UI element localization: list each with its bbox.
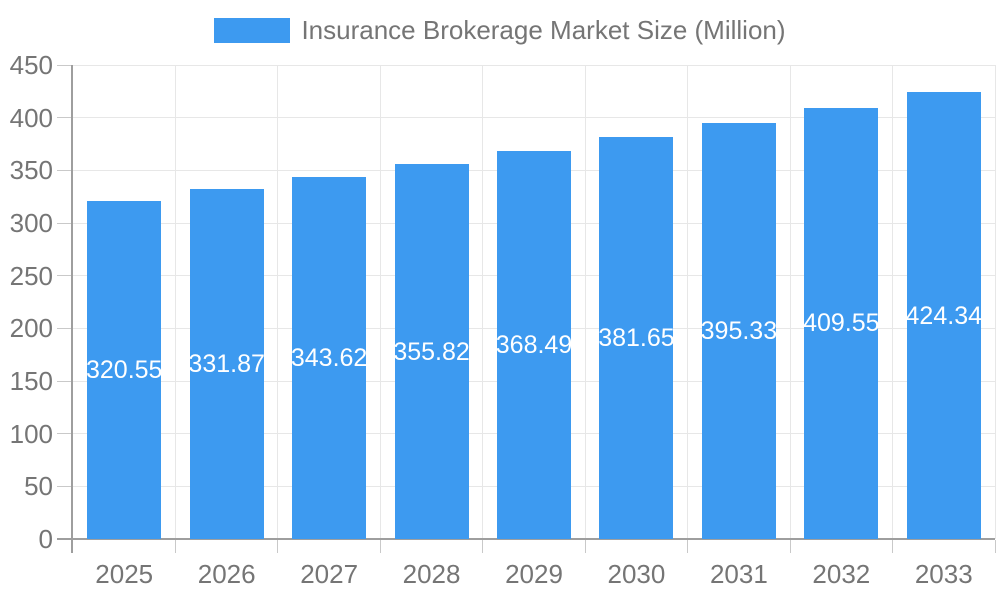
y-tick: [57, 433, 71, 435]
x-gridline: [994, 65, 996, 539]
bar-2028[interactable]: [394, 164, 469, 539]
x-tick: [687, 540, 689, 553]
x-axis-tick-label: 2033: [914, 559, 973, 589]
y-axis-tick-label: 0: [38, 524, 53, 554]
y-tick: [57, 222, 71, 224]
y-axis-tick-label: 400: [9, 102, 53, 133]
y-axis-tick-label: 50: [24, 471, 53, 502]
y-tick: [57, 117, 71, 119]
bar-value-label: 331.87: [188, 350, 265, 379]
x-tick: [277, 540, 279, 553]
y-gridline: [73, 64, 995, 66]
bar-2025[interactable]: [87, 201, 162, 539]
x-tick: [892, 540, 894, 553]
bar-value-label: 409.55: [803, 309, 880, 338]
legend-label: Insurance Brokerage Market Size (Million…: [301, 15, 786, 45]
x-gridline: [379, 65, 381, 539]
bar-2030[interactable]: [599, 136, 674, 539]
bar-value-label: 424.34: [905, 301, 982, 330]
x-gridline: [687, 65, 689, 539]
bar-2031[interactable]: [701, 122, 776, 539]
y-axis-tick-label: 450: [9, 50, 53, 80]
bar-2033[interactable]: [906, 92, 981, 539]
x-axis-tick-label: 2032: [812, 559, 871, 589]
x-gridline: [789, 65, 791, 539]
y-axis-tick-label: 250: [9, 260, 53, 291]
bar-2029[interactable]: [497, 150, 571, 539]
x-tick: [584, 540, 586, 553]
bar-value-label: 381.65: [598, 323, 675, 352]
x-gridline: [892, 65, 894, 539]
y-tick: [57, 64, 71, 66]
bar-value-label: 343.62: [290, 344, 368, 373]
x-gridline: [584, 65, 586, 539]
x-tick: [174, 540, 176, 553]
legend-swatch: [214, 17, 291, 43]
x-axis-line: [57, 538, 995, 540]
x-axis-tick-label: 2030: [607, 559, 666, 589]
x-tick: [994, 540, 996, 553]
x-gridline: [482, 65, 484, 539]
x-tick: [789, 540, 791, 553]
y-tick: [57, 275, 71, 277]
bar-2032[interactable]: [804, 107, 879, 539]
y-axis-tick-label: 100: [9, 418, 53, 449]
y-axis-tick-label: 200: [9, 313, 53, 344]
bar-2027[interactable]: [292, 177, 367, 539]
bar-value-label: 355.82: [393, 337, 470, 366]
y-axis-tick-label: 300: [9, 208, 53, 238]
y-axis-line: [71, 65, 73, 553]
x-axis-tick-label: 2029: [505, 559, 563, 589]
y-tick: [57, 380, 71, 382]
y-gridline: [73, 117, 995, 119]
x-gridline: [174, 65, 176, 539]
y-axis-tick-label: 150: [9, 366, 53, 396]
x-axis-tick-label: 2026: [197, 559, 256, 589]
x-tick: [379, 540, 381, 553]
bar-value-label: 368.49: [495, 330, 573, 359]
y-tick: [57, 485, 71, 487]
x-axis-tick-label: 2028: [402, 559, 461, 589]
y-tick: [57, 169, 71, 171]
bar-value-label: 395.33: [700, 316, 778, 345]
bar-2026[interactable]: [189, 189, 264, 539]
y-tick: [57, 327, 71, 329]
x-tick: [482, 540, 484, 553]
bar-value-label: 320.55: [85, 356, 163, 385]
x-axis-tick-label: 2031: [709, 559, 768, 589]
y-axis-tick-label: 350: [9, 155, 53, 186]
x-axis-tick-label: 2027: [300, 559, 359, 589]
legend[interactable]: Insurance Brokerage Market Size (Million…: [0, 16, 1000, 44]
x-gridline: [277, 65, 279, 539]
x-axis-tick-label: 2025: [95, 559, 154, 589]
